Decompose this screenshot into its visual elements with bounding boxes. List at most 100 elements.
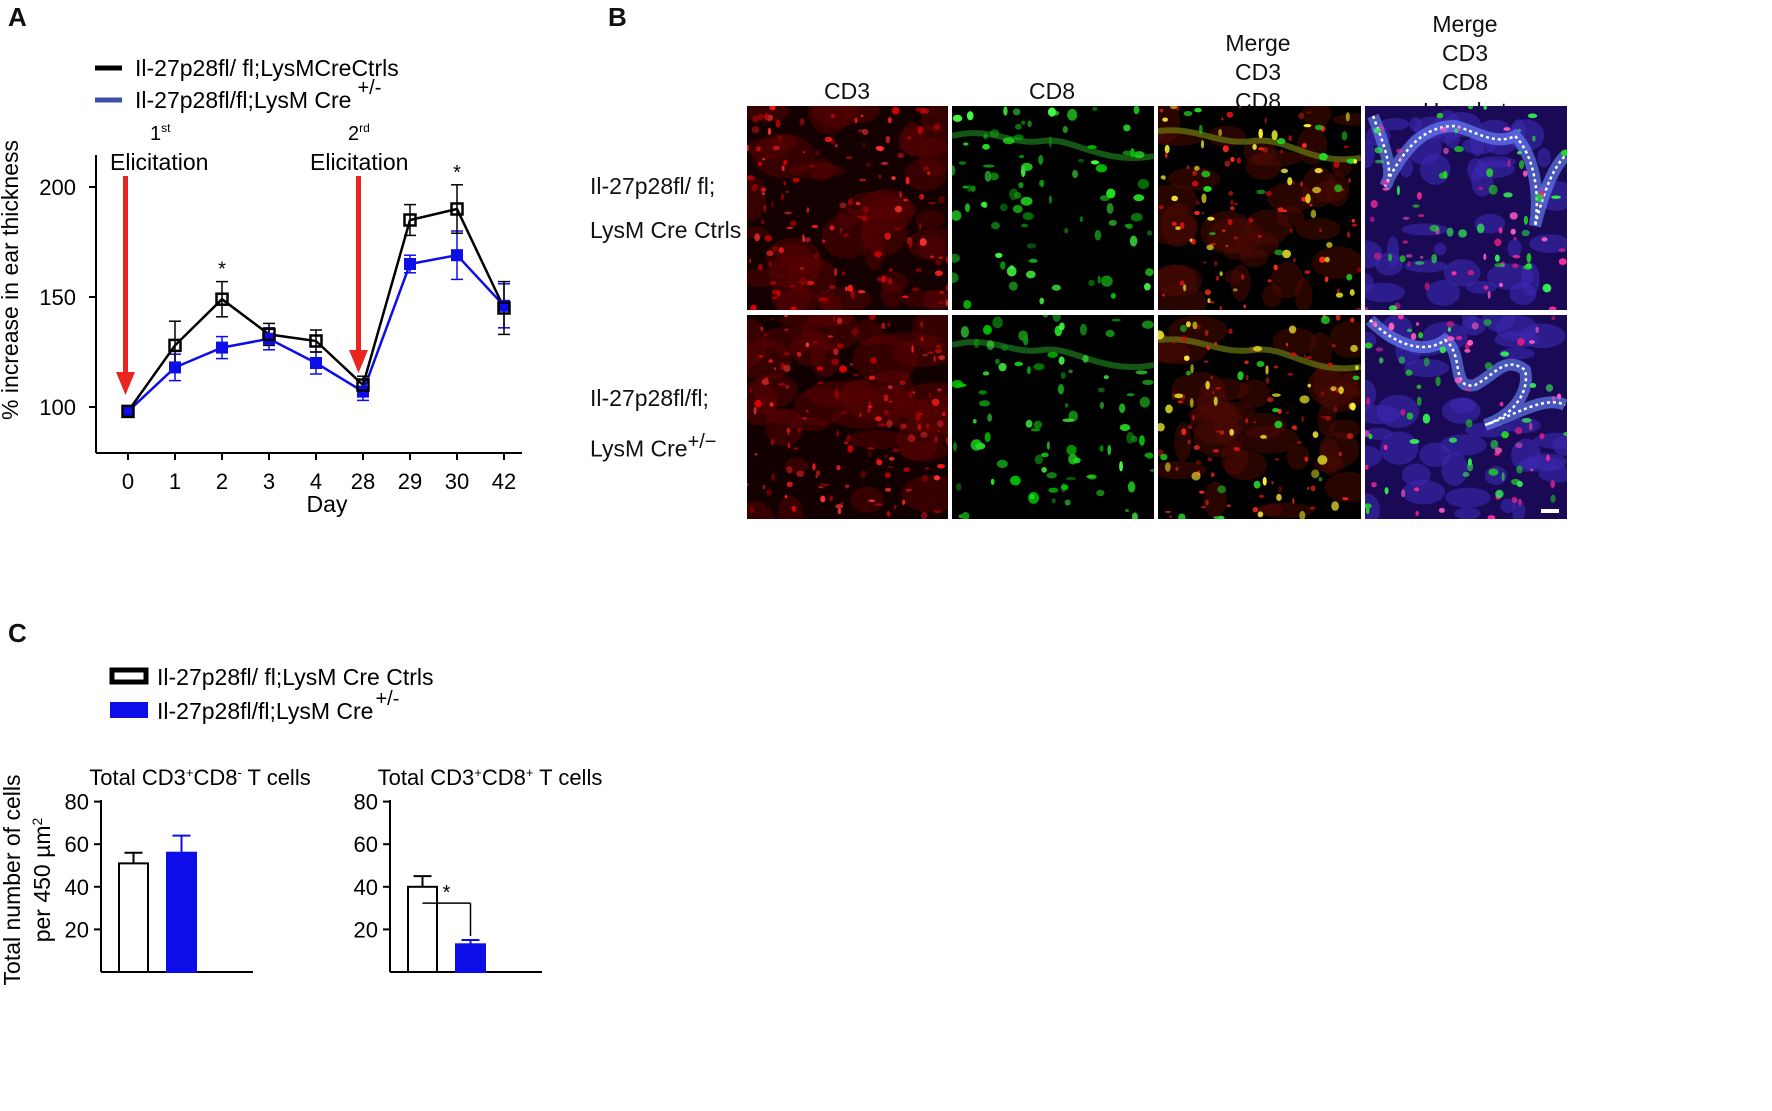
bar-ctrl — [407, 885, 438, 973]
micrograph-speck — [880, 281, 904, 308]
micrograph-speck — [799, 266, 805, 270]
micrograph-speck — [887, 116, 892, 124]
micrograph-speck — [1435, 376, 1441, 387]
micrograph-speck — [1039, 297, 1045, 305]
micrograph-speck — [1021, 120, 1026, 125]
micrograph-speck — [1086, 474, 1096, 479]
micrograph-speck — [1424, 282, 1430, 290]
micrograph-speck — [1064, 228, 1069, 234]
row-label-ko: Il-27p28fl/fl; LysM Cre+/− — [590, 376, 716, 471]
micrograph-speck — [1158, 341, 1191, 363]
micrograph-speck — [1064, 402, 1069, 408]
micrograph-speck — [1384, 487, 1389, 495]
micrograph-ko-merge-hoechst — [1365, 315, 1567, 519]
micrograph-speck — [1228, 328, 1233, 335]
micrograph-speck — [1552, 435, 1567, 456]
micrograph-speck — [1187, 439, 1191, 445]
micrograph-speck — [1483, 106, 1487, 110]
micrograph-speck — [990, 478, 995, 485]
micrograph-speck — [892, 448, 899, 453]
x-tick-label: 29 — [398, 469, 422, 494]
micrograph-speck — [881, 322, 886, 329]
micrograph-speck — [1483, 285, 1489, 290]
micrograph-speck — [1510, 228, 1516, 235]
micrograph-speck — [1404, 359, 1450, 378]
micrograph-speck — [1245, 418, 1249, 424]
micrograph-speck — [935, 345, 942, 348]
micrograph-speck — [1133, 106, 1140, 115]
micrograph-speck — [1009, 188, 1019, 201]
micrograph-speck — [1204, 289, 1211, 296]
micrograph-speck — [982, 164, 995, 168]
micrograph-speck — [1018, 154, 1025, 159]
micrograph-speck — [1498, 227, 1503, 234]
micrograph-speck — [955, 483, 962, 491]
micrograph-speck — [917, 126, 924, 134]
micrograph-speck — [1230, 156, 1235, 163]
micrograph-speck — [893, 227, 902, 231]
micrograph-speck — [868, 315, 876, 320]
micrograph-speck — [1296, 441, 1302, 445]
micrograph-speck — [1541, 237, 1548, 242]
micrograph-speck — [1278, 485, 1283, 493]
micrograph-speck — [1026, 243, 1037, 249]
micrograph-speck — [915, 414, 921, 421]
micrograph-speck — [933, 475, 941, 481]
micrograph-speck — [1388, 305, 1398, 310]
micrograph-speck — [1027, 120, 1032, 127]
x-tick-label: 30 — [445, 469, 469, 494]
micrograph-speck — [786, 481, 793, 488]
micrograph-speck — [1446, 321, 1455, 328]
micrograph-speck — [1309, 506, 1316, 510]
micrograph-speck — [850, 486, 884, 513]
micrograph-speck — [1125, 508, 1129, 513]
column-title-line: CD3 — [1234, 59, 1281, 85]
micrograph-speck — [1107, 444, 1112, 456]
micrograph-speck — [878, 174, 882, 179]
micrograph-speck — [1507, 159, 1511, 168]
micrograph-speck — [1119, 424, 1131, 431]
micrograph-speck — [989, 172, 999, 181]
micrograph-speck — [978, 390, 987, 395]
micrograph-speck — [1349, 289, 1355, 296]
micrograph-speck — [1215, 275, 1220, 281]
y-tick-label: 200 — [39, 175, 76, 200]
micrograph-speck — [1333, 405, 1338, 413]
micrograph-ko-cd8-image — [952, 315, 1154, 519]
micrograph-speck — [884, 232, 891, 240]
micrograph-speck — [1126, 431, 1135, 444]
micrograph-speck — [874, 251, 882, 258]
micrograph-speck — [1551, 315, 1556, 321]
micrograph-speck — [1299, 395, 1310, 404]
micrograph-speck — [1419, 153, 1451, 185]
significance-star: * — [218, 259, 226, 281]
micrograph-speck — [907, 434, 916, 443]
micrograph-speck — [931, 398, 940, 406]
micrograph-speck — [783, 352, 791, 356]
data-point-ctrl — [403, 213, 417, 227]
micrograph-speck — [1352, 375, 1360, 381]
micrograph-speck — [1422, 413, 1431, 424]
micrograph-speck — [1164, 144, 1170, 154]
micrograph-speck — [1465, 280, 1498, 294]
micrograph-speck — [751, 126, 760, 134]
micrograph-speck — [1353, 159, 1358, 164]
micrograph-speck — [780, 193, 785, 201]
micrograph-speck — [1330, 386, 1337, 392]
micrograph-speck — [840, 227, 843, 234]
micrograph-speck — [1405, 369, 1413, 376]
micrograph-speck — [919, 222, 922, 231]
micrograph-speck — [1051, 498, 1056, 504]
micrograph-speck — [765, 376, 769, 380]
micrograph-speck — [1194, 165, 1200, 171]
micrograph-speck — [1419, 442, 1452, 467]
micrograph-speck — [1172, 339, 1176, 346]
micrograph-speck — [758, 355, 764, 358]
micrograph-speck — [1500, 498, 1515, 514]
data-point-ctrl — [309, 334, 323, 348]
micrograph-speck — [1014, 361, 1024, 367]
micrograph-speck — [749, 258, 752, 263]
micrograph-speck — [1062, 126, 1068, 134]
micrograph-speck — [1227, 218, 1233, 226]
micrograph-speck — [1274, 249, 1284, 256]
